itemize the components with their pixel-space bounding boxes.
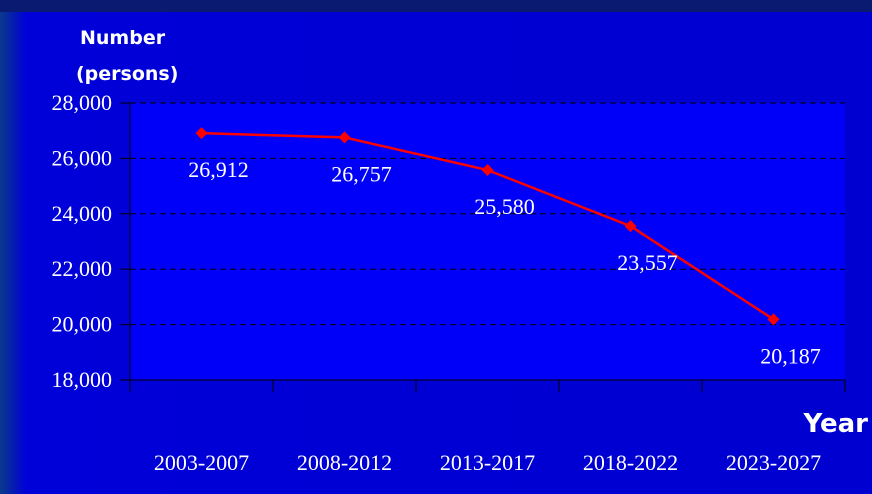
y-tick-label: 18,000: [52, 367, 113, 392]
marker: [481, 164, 494, 177]
x-tick-label: 2023-2027: [726, 450, 821, 475]
y-tick-label: 22,000: [52, 256, 113, 281]
y-axis-title: Number: [80, 27, 166, 49]
y-axis-title: (persons): [76, 63, 178, 85]
y-tick-label: 26,000: [52, 145, 113, 170]
marker: [767, 313, 780, 326]
marker: [338, 131, 351, 144]
x-tick-label: 2008-2012: [297, 450, 392, 475]
plot-area: [130, 103, 845, 380]
y-tick-label: 28,000: [52, 90, 113, 115]
marker: [624, 220, 637, 233]
data-label: 26,912: [188, 157, 249, 182]
y-tick-label: 24,000: [52, 201, 113, 226]
data-label: 25,580: [474, 194, 535, 219]
top-band: [0, 0, 872, 12]
x-tick-label: 2013-2017: [440, 450, 535, 475]
x-tick-label: 2003-2007: [154, 450, 249, 475]
x-axis-title: Year: [803, 409, 869, 439]
y-tick-label: 20,000: [52, 312, 113, 337]
data-label: 20,187: [760, 343, 821, 368]
x-tick-label: 2018-2022: [583, 450, 678, 475]
data-label: 26,757: [331, 161, 392, 186]
data-label: 23,557: [617, 250, 678, 275]
marker: [195, 127, 208, 140]
